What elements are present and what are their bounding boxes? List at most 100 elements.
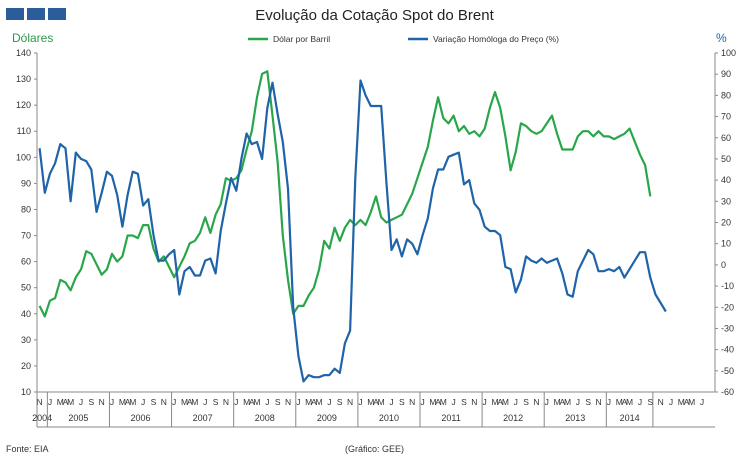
x-year-label: 2006 [130, 413, 150, 423]
x-year-label: 2009 [317, 413, 337, 423]
y-right-tick-label: -30 [721, 323, 734, 333]
x-month-label: J [358, 397, 362, 407]
y-axis-right-label: % [716, 31, 727, 45]
y-left-tick-label: 80 [21, 204, 31, 214]
x-month-label: N [161, 397, 167, 407]
x-month-label: J [265, 397, 269, 407]
x-month-label: M [316, 397, 323, 407]
y-right-tick-label: 90 [721, 69, 731, 79]
x-month-label: A [373, 397, 379, 407]
chart-title: Evolução da Cotação Spot do Brent [255, 7, 494, 24]
x-month-label: M [378, 397, 385, 407]
y-axis-left-label: Dólares [12, 31, 54, 45]
x-month-label: N [223, 397, 229, 407]
y-left-tick-label: 40 [21, 309, 31, 319]
x-month-label: J [389, 397, 393, 407]
x-month-label: J [669, 397, 673, 407]
y-right-tick-label: 50 [721, 154, 731, 164]
x-month-label: A [249, 397, 255, 407]
x-month-label: A [622, 397, 628, 407]
x-month-label: A [559, 397, 565, 407]
logo-block-3 [48, 8, 66, 20]
x-month-label: J [483, 397, 487, 407]
y-left-tick-label: 110 [17, 126, 31, 136]
x-month-label: N [347, 397, 353, 407]
x-month-label: J [141, 397, 145, 407]
y-left-tick-label: 50 [21, 283, 31, 293]
y-right-tick-label: 60 [721, 133, 731, 143]
x-month-label: M [502, 397, 509, 407]
x-year-label: 2005 [68, 413, 88, 423]
x-month-label: M [181, 397, 188, 407]
x-month-label: J [327, 397, 331, 407]
chart-credit: (Gráfico: GEE) [344, 444, 404, 454]
legend-label-dolar: Dólar por Barril [273, 34, 330, 44]
y-right-tick-label: -50 [721, 366, 734, 376]
y-right-tick-label: 40 [721, 175, 731, 185]
x-month-label: M [554, 397, 561, 407]
y-left-tick-label: 70 [21, 231, 31, 241]
x-month-label: M [440, 397, 447, 407]
y-right-tick-label: 10 [721, 239, 731, 249]
x-month-label: J [452, 397, 456, 407]
x-year-label: 2007 [193, 413, 213, 423]
x-year-label: 2012 [503, 413, 523, 423]
x-month-label: J [296, 397, 300, 407]
y-left-tick-label: 60 [21, 257, 31, 267]
y-left-tick-label: 30 [21, 335, 31, 345]
x-month-label: J [234, 397, 238, 407]
x-month-label: J [110, 397, 114, 407]
x-month-label: J [607, 397, 611, 407]
y-right-tick-label: 30 [721, 196, 731, 206]
x-month-label: J [48, 397, 52, 407]
source-note: Fonte: EIA [6, 444, 49, 454]
x-month-label: M [626, 397, 633, 407]
x-month-label: N [658, 397, 664, 407]
y-left-tick-label: 130 [16, 74, 31, 84]
x-year-label: 2004 [32, 413, 52, 423]
x-month-label: S [89, 397, 95, 407]
x-month-label: N [409, 397, 415, 407]
x-month-label: M [491, 397, 498, 407]
x-month-label: S [275, 397, 281, 407]
x-month-label: M [305, 397, 312, 407]
x-month-label: M [119, 397, 126, 407]
y-left-tick-label: 100 [16, 152, 31, 162]
x-month-label: S [523, 397, 529, 407]
x-month-label: A [684, 397, 690, 407]
x-month-label: J [576, 397, 580, 407]
x-year-label: 2011 [441, 413, 460, 423]
x-year-label: 2014 [620, 413, 640, 423]
x-month-label: J [203, 397, 207, 407]
x-month-label: J [514, 397, 518, 407]
brand-logo [6, 8, 66, 20]
x-month-label: N [99, 397, 105, 407]
x-month-label: J [638, 397, 642, 407]
y-right-tick-label: 100 [721, 48, 736, 58]
logo-block-2 [27, 8, 45, 20]
x-month-label: S [399, 397, 405, 407]
x-month-label: M [191, 397, 198, 407]
x-month-label: M [243, 397, 250, 407]
x-month-label: A [435, 397, 441, 407]
x-month-label: S [461, 397, 467, 407]
x-year-label: 2008 [255, 413, 275, 423]
y-right-tick-label: 80 [721, 90, 731, 100]
x-year-label: 2010 [379, 413, 399, 423]
x-month-label: S [151, 397, 157, 407]
x-month-label: J [420, 397, 424, 407]
x-month-label: J [79, 397, 83, 407]
x-month-label: S [213, 397, 219, 407]
x-month-label: M [57, 397, 64, 407]
y-right-tick-label: -60 [721, 387, 734, 397]
y-right-tick-label: 0 [721, 260, 726, 270]
y-right-tick-label: 20 [721, 218, 731, 228]
x-month-label: A [125, 397, 131, 407]
x-month-label: N [37, 397, 43, 407]
legend-label-variacao: Variação Homóloga do Preço (%) [433, 34, 559, 44]
series-line-variacao [38, 79, 667, 383]
x-month-label: J [545, 397, 549, 407]
x-month-label: M [67, 397, 74, 407]
x-month-label: N [285, 397, 291, 407]
